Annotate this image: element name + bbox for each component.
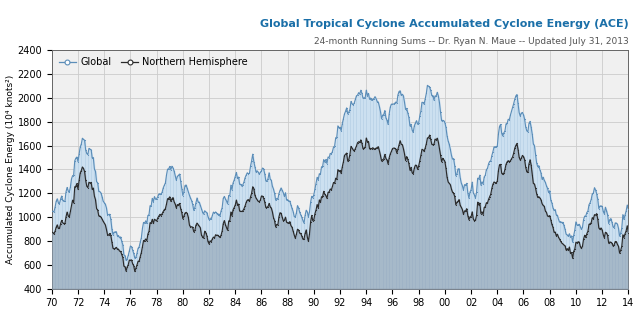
Text: Global Tropical Cyclone Accumulated Cyclone Energy (ACE): Global Tropical Cyclone Accumulated Cycl… (260, 19, 628, 29)
Text: 24-month Running Sums -- Dr. Ryan N. Maue -- Updated July 31, 2013: 24-month Running Sums -- Dr. Ryan N. Mau… (314, 37, 628, 46)
Y-axis label: Accumulated Cyclone Energy (10⁴ knots²): Accumulated Cyclone Energy (10⁴ knots²) (6, 75, 15, 264)
Legend: Global, Northern Hemisphere: Global, Northern Hemisphere (57, 55, 250, 69)
